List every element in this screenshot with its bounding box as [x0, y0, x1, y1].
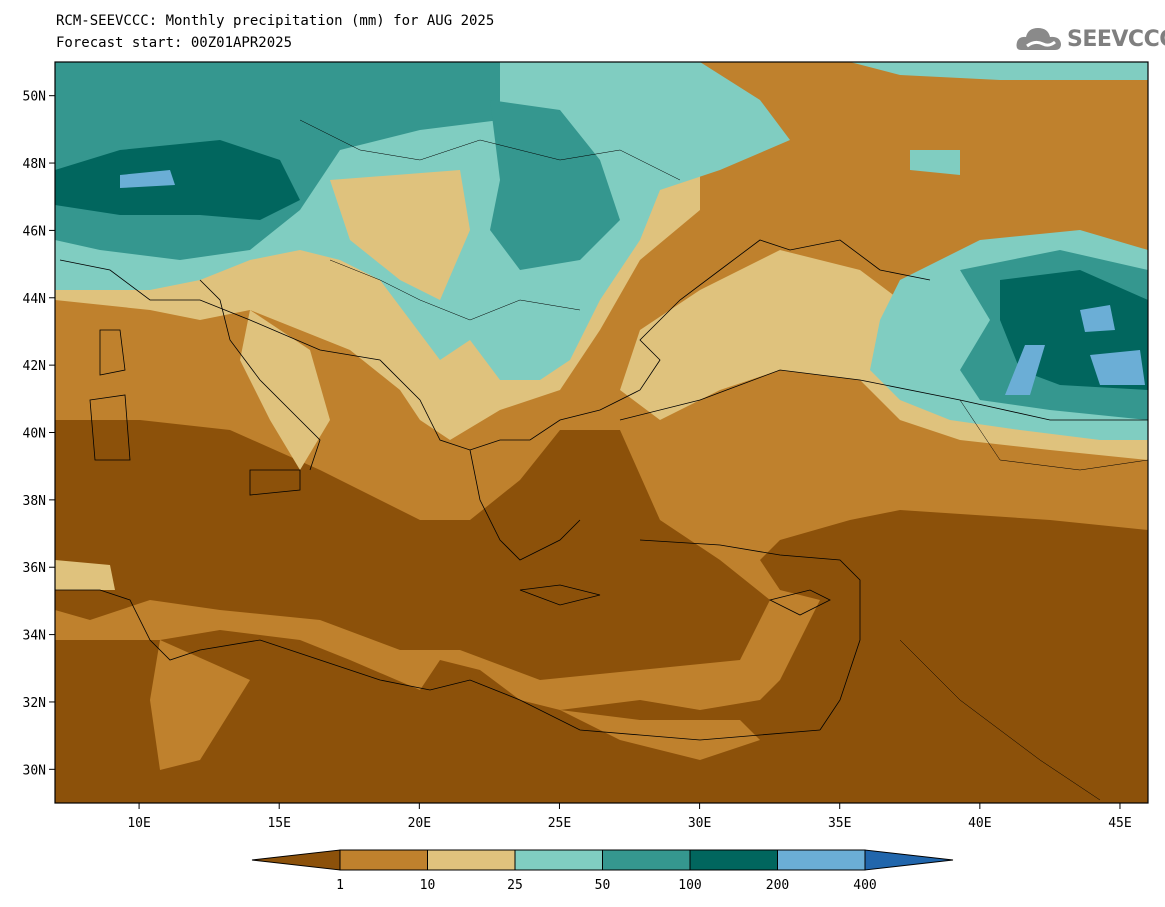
colorbar-max-arrow	[864, 849, 954, 871]
lat-label: 36N	[23, 561, 46, 576]
lon-label: 25E	[548, 816, 571, 831]
lon-label: 35E	[828, 816, 851, 831]
lat-label: 30N	[23, 763, 46, 778]
colorbar-min-arrow	[251, 849, 341, 871]
colorbar-label: 10	[420, 878, 436, 893]
colorbar-swatch	[689, 849, 778, 871]
lon-label: 20E	[408, 816, 431, 831]
lat-label: 44N	[23, 292, 46, 307]
lat-label: 32N	[23, 696, 46, 711]
colorbar-label: 100	[678, 878, 701, 893]
colorbar-swatch	[427, 849, 516, 871]
lat-label: 34N	[23, 629, 46, 644]
lat-label: 38N	[23, 494, 46, 509]
lat-label: 48N	[23, 157, 46, 172]
latitude-axis: 30N 32N 34N 36N 38N 40N 42N 44N 46N 48N 50N	[23, 90, 55, 778]
colorbar-label: 400	[853, 878, 876, 893]
colorbar-label: 200	[766, 878, 789, 893]
lon-label: 30E	[688, 816, 711, 831]
logo-text: SEEVCCC	[1067, 27, 1165, 52]
colorbar-swatch	[514, 849, 603, 871]
colorbar: 1 10 25 50 100 200 400	[251, 849, 954, 893]
lon-label: 45E	[1108, 816, 1131, 831]
lat-label: 46N	[23, 224, 46, 239]
longitude-axis: 10E 15E 20E 25E 30E 35E 40E 45E	[127, 803, 1132, 831]
colorbar-swatch	[339, 849, 428, 871]
colorbar-label: 25	[507, 878, 523, 893]
map-title: RCM-SEEVCCC: Monthly precipitation (mm) …	[56, 13, 495, 29]
lon-label: 10E	[127, 816, 150, 831]
lon-label: 40E	[968, 816, 991, 831]
seevccc-logo: SEEVCCC	[1015, 20, 1165, 60]
forecast-start-label: Forecast start: 00Z01APR2025	[56, 35, 293, 51]
colorbar-label: 50	[595, 878, 611, 893]
colorbar-swatch	[777, 849, 866, 871]
lat-label: 50N	[23, 90, 46, 105]
precipitation-field	[55, 62, 1148, 803]
colorbar-label: 1	[336, 878, 344, 893]
colorbar-swatch	[602, 849, 691, 871]
lon-label: 15E	[267, 816, 290, 831]
cloud-icon	[1016, 28, 1061, 50]
lat-label: 40N	[23, 427, 46, 442]
lat-label: 42N	[23, 359, 46, 374]
